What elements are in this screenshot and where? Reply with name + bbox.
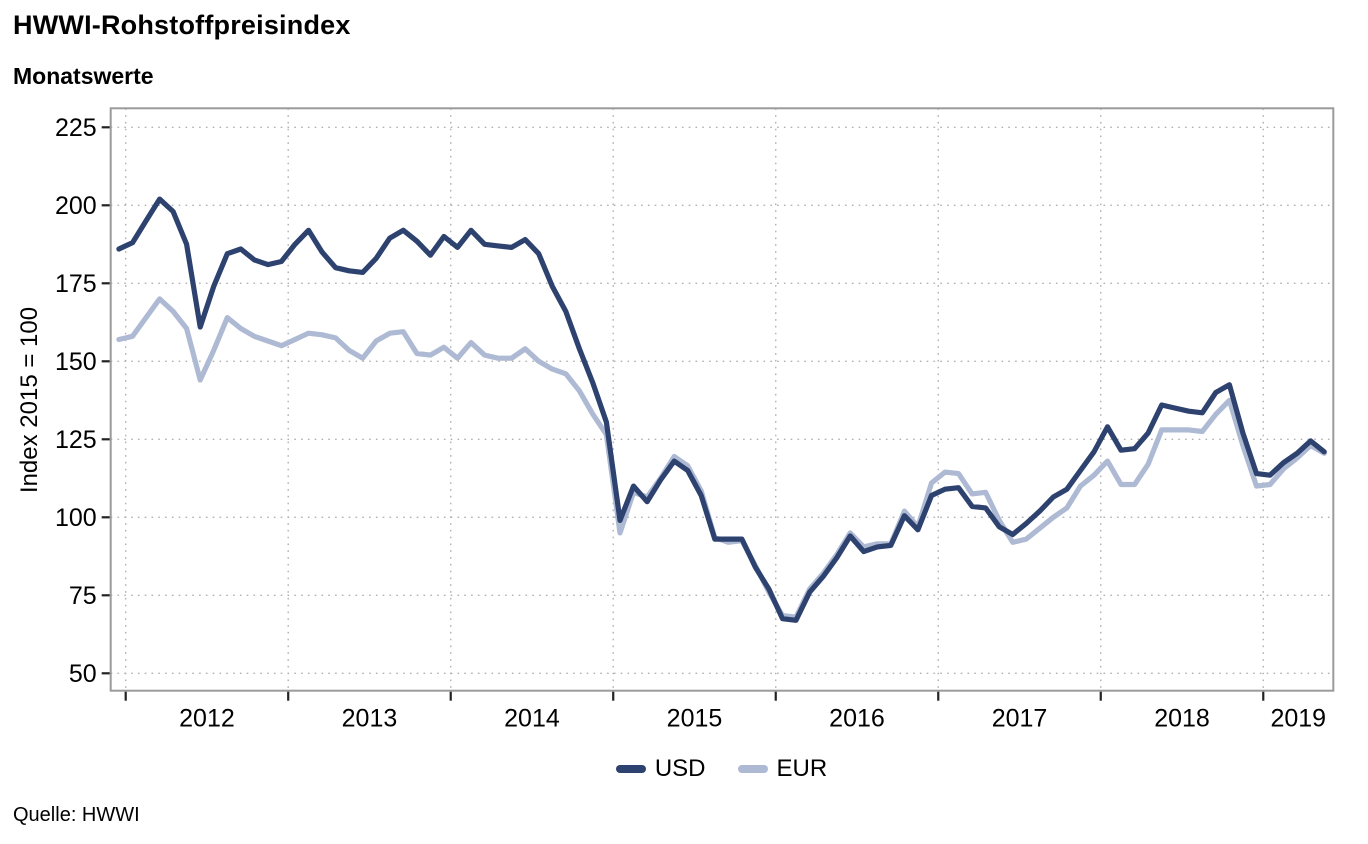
legend-swatch-eur [737, 765, 768, 773]
y-tick-label-200: 200 [55, 192, 97, 220]
chart-legend: USD EUR [110, 752, 1333, 786]
y-tick-label-50: 50 [69, 660, 97, 688]
y-tick-label-125: 125 [55, 426, 97, 454]
usd-line [116, 196, 1327, 623]
eur-line [116, 296, 1327, 620]
y-tick-label-150: 150 [55, 348, 97, 376]
plot-frame [109, 107, 1335, 692]
legend-swatch-usd [615, 765, 646, 773]
legend-item-usd: USD [615, 755, 706, 783]
x-tick-label-2014: 2014 [504, 705, 560, 733]
legend-label-usd: USD [654, 755, 706, 782]
chart-subtitle: Monatswerte [13, 63, 154, 89]
chart-title: HWWI-Rohstoffpreisindex [13, 10, 351, 40]
x-tick-label-2012: 2012 [179, 705, 235, 733]
y-tick-label-225: 225 [55, 114, 97, 142]
y-tick-label-75: 75 [69, 582, 97, 610]
x-tick-label-2019: 2019 [1270, 705, 1326, 733]
x-tick-label-2018: 2018 [1154, 705, 1210, 733]
x-tick-label-2013: 2013 [342, 705, 398, 733]
y-tick-label-175: 175 [55, 270, 97, 298]
source-note: Quelle: HWWI [13, 804, 140, 826]
x-tick-label-2016: 2016 [829, 705, 885, 733]
legend-item-eur: EUR [737, 755, 828, 783]
legend-label-eur: EUR [776, 755, 828, 782]
x-tick-label-2017: 2017 [992, 705, 1048, 733]
y-tick-label-100: 100 [55, 504, 97, 532]
x-tick-label-2015: 2015 [667, 705, 723, 733]
